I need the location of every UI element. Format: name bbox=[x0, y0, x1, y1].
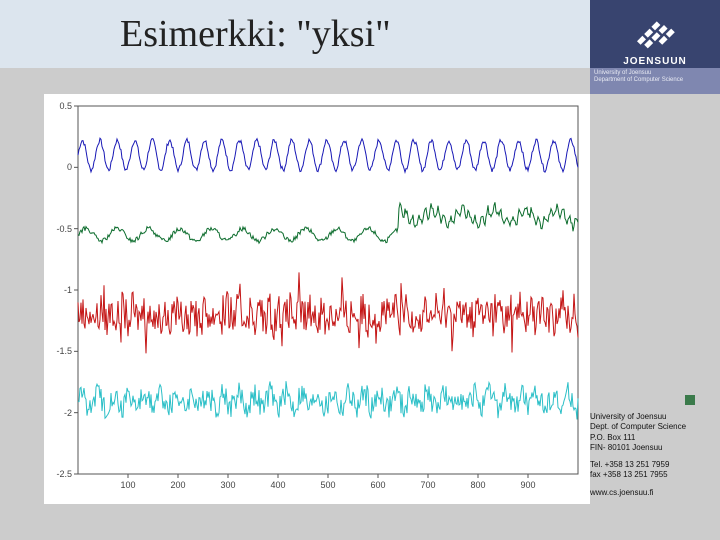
series-signal-4 bbox=[78, 381, 578, 419]
info-line-2: Dept. of Computer Science bbox=[590, 422, 714, 432]
x-tick-label: 600 bbox=[363, 480, 393, 490]
x-tick-label: 500 bbox=[313, 480, 343, 490]
sub-banner-line-1: University of Joensuu bbox=[594, 70, 716, 77]
green-square-marker bbox=[685, 395, 695, 405]
logo-icon bbox=[628, 14, 682, 54]
x-tick-label: 400 bbox=[263, 480, 293, 490]
waveform-chart bbox=[44, 94, 590, 504]
y-tick-label: -1.5 bbox=[48, 346, 72, 356]
info-line-5: Tel. +358 13 251 7959 bbox=[590, 460, 714, 470]
contact-info-url: www.cs.joensuu.fi bbox=[590, 488, 714, 498]
contact-info: University of Joensuu Dept. of Computer … bbox=[590, 412, 714, 454]
y-tick-label: 0 bbox=[48, 162, 72, 172]
x-tick-label: 300 bbox=[213, 480, 243, 490]
y-tick-label: 0.5 bbox=[48, 101, 72, 111]
x-tick-label: 800 bbox=[463, 480, 493, 490]
sub-banner: University of Joensuu Department of Comp… bbox=[590, 68, 720, 94]
sub-banner-line-2: Department of Computer Science bbox=[594, 77, 716, 84]
x-tick-label: 200 bbox=[163, 480, 193, 490]
slide-root: Esimerkki: "yksi" JOENSUUN YLIOPISTO Uni… bbox=[0, 0, 720, 540]
y-tick-label: -2.5 bbox=[48, 469, 72, 479]
series-signal-1 bbox=[78, 138, 578, 172]
contact-info-tel: Tel. +358 13 251 7959 fax +358 13 251 79… bbox=[590, 460, 714, 481]
info-line-3: P.O. Box 111 bbox=[590, 433, 714, 443]
x-tick-label: 900 bbox=[513, 480, 543, 490]
series-signal-3 bbox=[78, 272, 578, 353]
y-tick-label: -1 bbox=[48, 285, 72, 295]
info-line-7: www.cs.joensuu.fi bbox=[590, 488, 714, 498]
y-tick-label: -2 bbox=[48, 408, 72, 418]
logo-text-1: JOENSUUN bbox=[623, 56, 687, 67]
info-line-4: FIN- 80101 Joensuu bbox=[590, 443, 714, 453]
y-tick-label: -0.5 bbox=[48, 224, 72, 234]
info-line-6: fax +358 13 251 7955 bbox=[590, 470, 714, 480]
x-tick-label: 700 bbox=[413, 480, 443, 490]
series-signal-2 bbox=[78, 202, 578, 243]
info-line-1: University of Joensuu bbox=[590, 412, 714, 422]
page-title: Esimerkki: "yksi" bbox=[120, 12, 391, 56]
x-tick-label: 100 bbox=[113, 480, 143, 490]
